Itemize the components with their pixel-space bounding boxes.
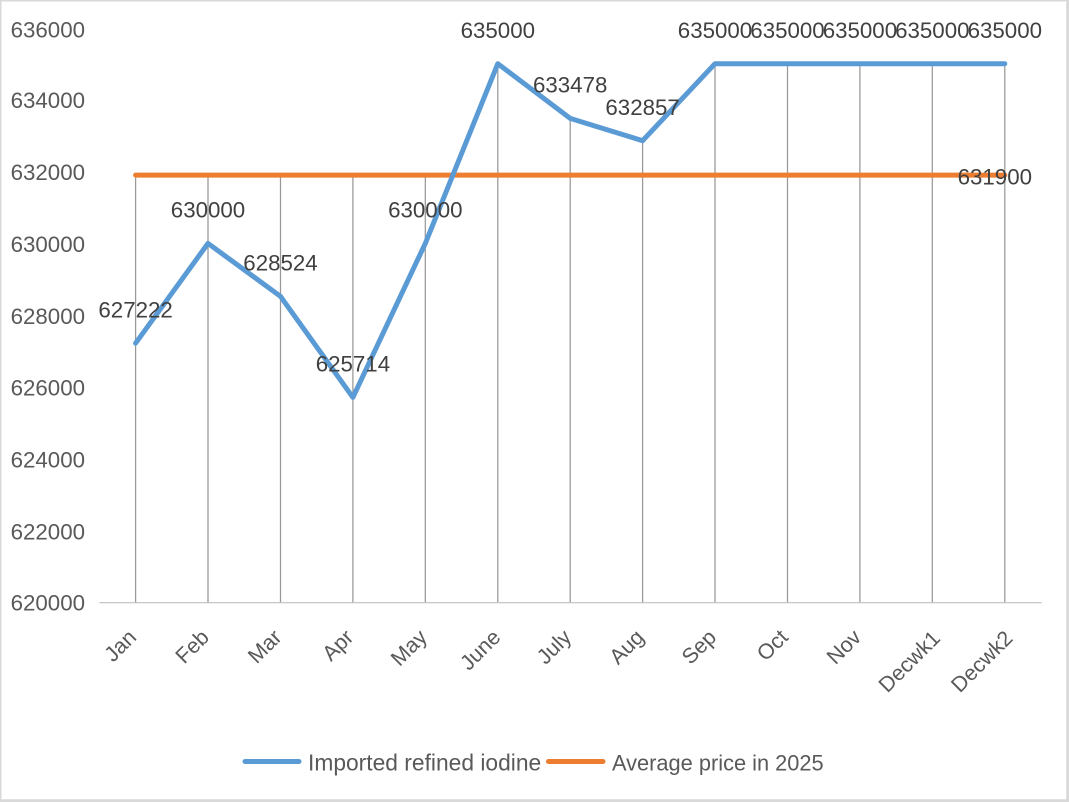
svg-text:634000: 634000 [11, 88, 85, 113]
svg-text:630000: 630000 [388, 198, 462, 223]
svg-text:628524: 628524 [243, 251, 317, 276]
svg-text:631900: 631900 [958, 165, 1032, 190]
svg-text:June: June [455, 625, 505, 675]
svg-text:630000: 630000 [171, 198, 245, 223]
svg-text:Oct: Oct [752, 625, 793, 666]
svg-text:Nov: Nov [822, 625, 866, 669]
svg-text:July: July [532, 625, 576, 669]
svg-text:628000: 628000 [11, 304, 85, 329]
svg-text:632000: 632000 [11, 160, 85, 185]
svg-text:632857: 632857 [605, 95, 679, 120]
svg-text:Feb: Feb [171, 625, 214, 668]
svg-text:Jan: Jan [100, 625, 141, 666]
svg-text:635000: 635000 [461, 18, 535, 43]
svg-text:625714: 625714 [316, 352, 390, 377]
svg-text:Average price in 2025: Average price in 2025 [612, 751, 824, 776]
svg-text:624000: 624000 [11, 448, 85, 473]
svg-text:620000: 620000 [11, 590, 85, 615]
svg-text:627222: 627222 [98, 298, 172, 323]
svg-text:Decwk1: Decwk1 [874, 626, 945, 697]
svg-text:Aug: Aug [605, 625, 649, 669]
svg-text:633478: 633478 [533, 73, 607, 98]
svg-text:636000: 636000 [11, 17, 85, 42]
svg-text:May: May [386, 625, 432, 671]
svg-text:635000: 635000 [895, 18, 969, 43]
svg-text:Apr: Apr [318, 625, 359, 666]
svg-text:Mar: Mar [243, 625, 286, 668]
svg-text:630000: 630000 [11, 232, 85, 257]
svg-text:622000: 622000 [11, 519, 85, 544]
svg-text:Imported refined iodine: Imported refined iodine [308, 750, 541, 776]
svg-text:635000: 635000 [823, 18, 897, 43]
svg-text:Decwk2: Decwk2 [946, 626, 1017, 697]
svg-text:626000: 626000 [11, 376, 85, 401]
svg-text:635000: 635000 [750, 18, 824, 43]
svg-text:Sep: Sep [677, 625, 721, 669]
svg-text:635000: 635000 [968, 18, 1042, 43]
svg-text:635000: 635000 [678, 18, 752, 43]
